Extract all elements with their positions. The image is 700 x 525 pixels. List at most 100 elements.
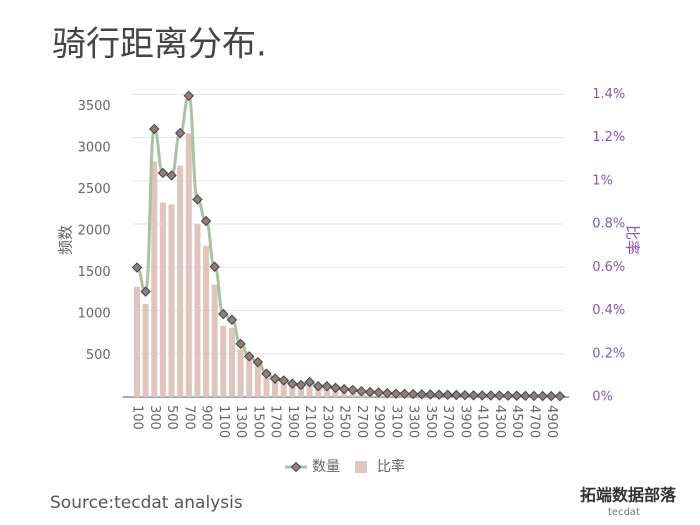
x-tick-label: 2100 [302, 405, 317, 438]
bar [297, 387, 305, 397]
bar [133, 286, 141, 397]
x-tick-label: 4100 [475, 405, 490, 438]
marker [399, 388, 410, 400]
bar [194, 224, 201, 397]
marker [226, 314, 238, 326]
marker [330, 382, 341, 394]
bar [323, 388, 330, 397]
marker [528, 390, 540, 402]
marker [485, 390, 497, 401]
bar [185, 133, 192, 397]
x-tick-label: 4300 [492, 405, 507, 438]
x-tick-label: 1300 [233, 405, 248, 438]
marker [364, 386, 376, 398]
marker [511, 390, 522, 401]
y-tick-label: 3500 [78, 99, 111, 114]
legend-marker [290, 461, 302, 473]
marker [477, 390, 488, 401]
x-tick-label: 2900 [371, 405, 386, 438]
bar [228, 327, 235, 397]
marker [304, 376, 315, 388]
y2-tick-label: 1.4% [592, 87, 625, 102]
marker [287, 378, 298, 389]
x-tick-label: 700 [181, 405, 196, 430]
marker [442, 389, 453, 401]
bar [237, 349, 244, 397]
x-tick-label: 2300 [319, 405, 334, 438]
bar [272, 381, 279, 397]
bar [220, 325, 227, 397]
x-tick-label: 4900 [544, 405, 559, 438]
y2-tick-label: 0% [592, 390, 613, 405]
bar [142, 304, 149, 397]
marker [321, 381, 333, 392]
y-tick-label: 2500 [78, 182, 111, 197]
marker [356, 385, 367, 397]
marker [373, 387, 384, 398]
marker [261, 368, 272, 379]
marker [149, 123, 160, 135]
x-tick-label: 4700 [526, 405, 541, 438]
x-tick-label: 4500 [509, 405, 524, 438]
y-tick-label: 1000 [78, 307, 111, 322]
watermark: 拓端数据部落 [580, 486, 677, 505]
chart-title: 骑行距离分布. [52, 25, 267, 65]
x-tick-label: 100 [130, 405, 145, 430]
marker [433, 389, 445, 400]
marker [131, 262, 143, 273]
marker [459, 389, 471, 401]
marker [425, 389, 436, 400]
marker [468, 390, 479, 401]
y2-tick-label: 0.6% [592, 260, 625, 275]
bar [203, 245, 210, 397]
bar [168, 204, 175, 397]
marker [407, 388, 419, 400]
x-tick-label: 1900 [285, 405, 300, 438]
x-tick-label: 3900 [457, 405, 472, 438]
marker [243, 351, 255, 362]
y-tick-label: 500 [86, 348, 111, 363]
marker [338, 383, 350, 395]
marker [183, 90, 195, 102]
bar [306, 385, 313, 397]
marker [416, 389, 428, 400]
y2-tick-label: 0.4% [592, 303, 625, 318]
x-tick-label: 2700 [354, 405, 369, 438]
marker [546, 390, 557, 402]
bar [332, 390, 339, 397]
x-tick-label: 900 [199, 405, 214, 430]
bar [254, 364, 261, 397]
y-tick-label: 2000 [78, 224, 111, 239]
marker [382, 388, 393, 399]
marker [140, 286, 151, 297]
legend-swatch [355, 461, 367, 473]
x-tick-label: 3700 [440, 405, 455, 438]
marker [554, 390, 566, 402]
marker [451, 389, 462, 401]
bar [159, 202, 166, 397]
legend-label: 数量 [312, 459, 340, 475]
x-tick-label: 3300 [406, 405, 421, 438]
marker [537, 390, 548, 402]
marker [278, 375, 289, 386]
x-tick-label: 300 [147, 405, 162, 430]
x-tick-label: 1500 [250, 405, 265, 438]
marker [347, 384, 358, 396]
marker [295, 379, 307, 391]
x-tick-label: 3500 [423, 405, 438, 438]
bar [177, 165, 184, 397]
y-tick-label: 3000 [78, 141, 111, 156]
y-tick-label: 1500 [78, 265, 111, 280]
y2-tick-label: 1% [592, 173, 613, 188]
y2-tick-label: 0.8% [592, 217, 625, 232]
marker [502, 390, 514, 401]
marker [209, 261, 220, 272]
marker [166, 170, 177, 181]
y2-tick-label: 1.2% [592, 130, 625, 145]
x-tick-label: 1700 [268, 405, 283, 438]
marker [252, 356, 264, 368]
y2-axis-title: 比率 [624, 225, 642, 255]
bar [289, 386, 296, 397]
marker [313, 381, 324, 392]
